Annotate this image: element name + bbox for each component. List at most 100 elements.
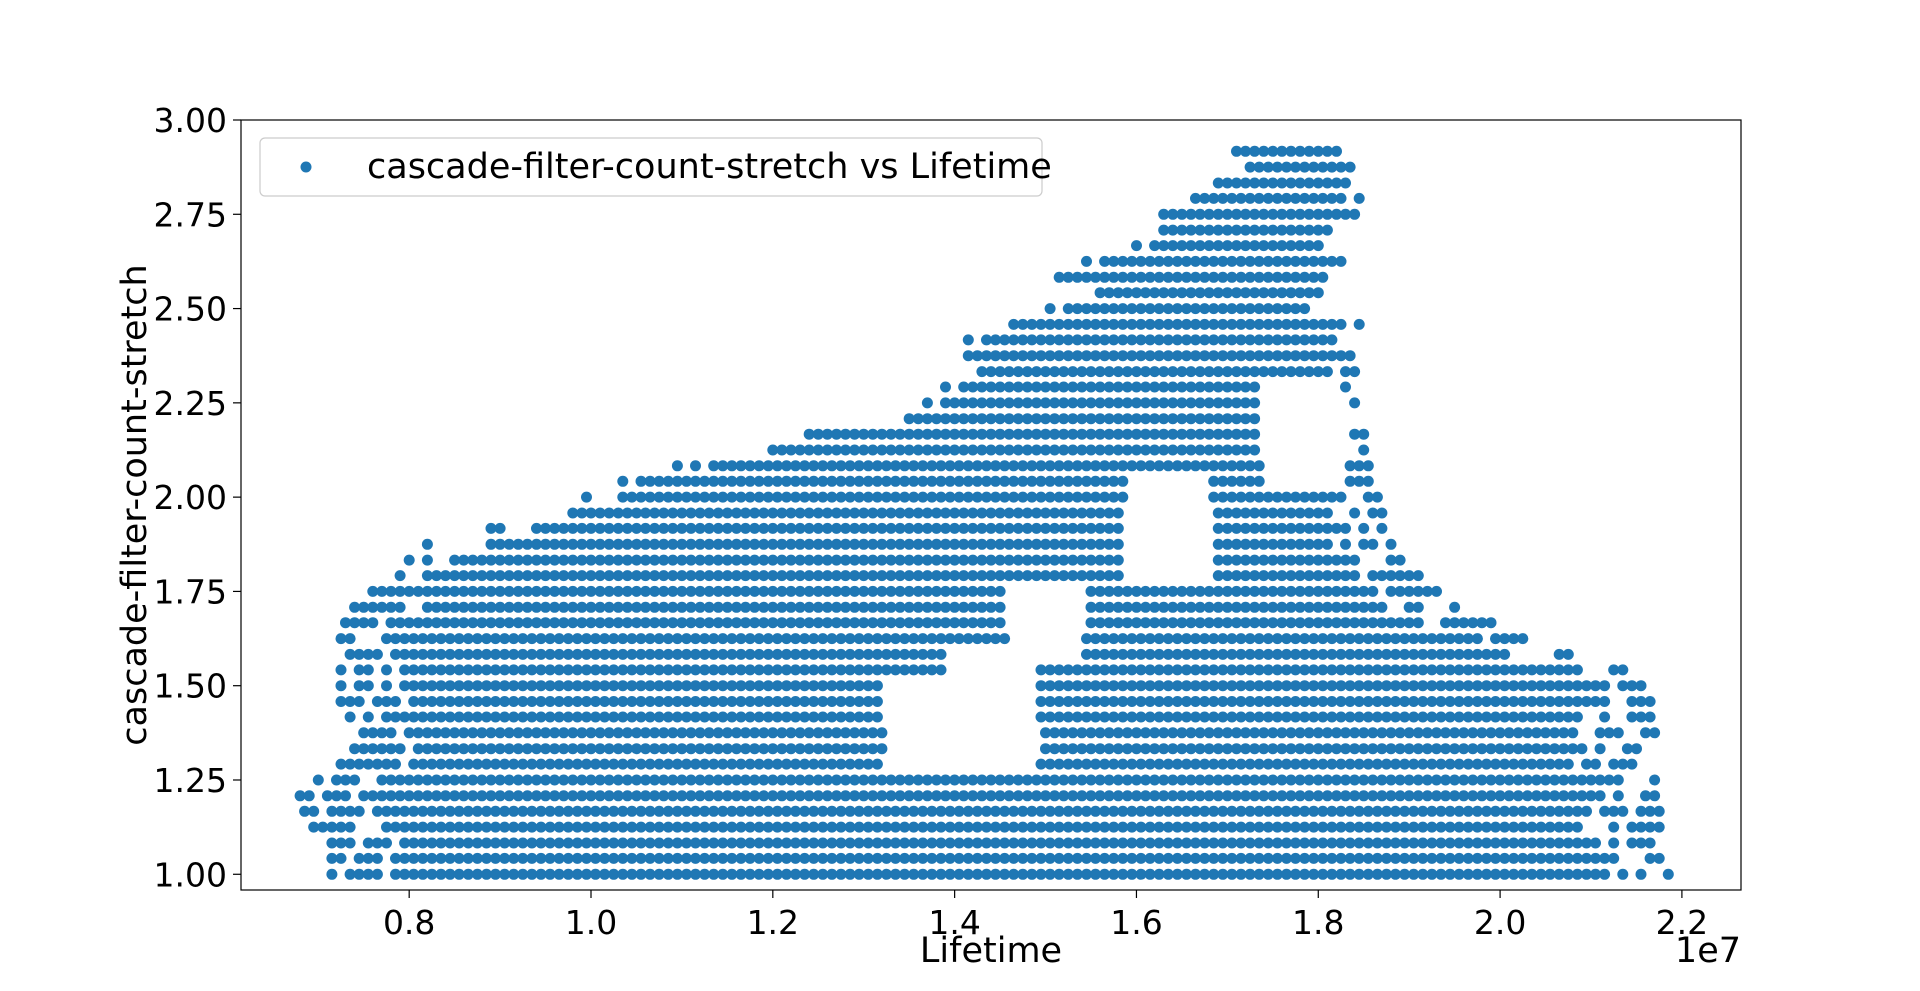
scatter-point [821, 617, 833, 629]
scatter-point [1317, 837, 1329, 849]
scatter-point [812, 522, 824, 534]
scatter-point [1226, 460, 1238, 472]
scatter-point [740, 601, 751, 613]
scatter-point [1303, 145, 1315, 157]
scatter-point [553, 805, 565, 817]
scatter-point [912, 570, 924, 582]
scatter-point [535, 680, 547, 692]
scatter-point [1308, 868, 1320, 880]
scatter-point [790, 491, 801, 503]
scatter-point [1390, 758, 1401, 770]
scatter-point [1276, 522, 1288, 534]
scatter-point [835, 837, 847, 849]
scatter-point [1126, 334, 1138, 346]
scatter-point [1326, 868, 1338, 880]
scatter-point [1153, 460, 1165, 472]
scatter-point [1108, 664, 1120, 676]
scatter-point [567, 774, 579, 786]
scatter-point [753, 475, 765, 487]
scatter-point [844, 805, 856, 817]
scatter-point [421, 727, 433, 739]
scatter-point [1281, 334, 1292, 346]
scatter-point [985, 413, 997, 425]
scatter-point [717, 711, 729, 723]
scatter-point [1135, 633, 1147, 645]
scatter-point [567, 554, 579, 566]
scatter-point [1303, 554, 1315, 566]
legend-box [259, 137, 1043, 197]
scatter-point [1285, 287, 1297, 299]
scatter-point [1385, 570, 1397, 582]
scatter-point [985, 428, 997, 440]
scatter-point [349, 743, 361, 755]
scatter-point [826, 805, 838, 817]
scatter-point [1176, 428, 1188, 440]
scatter-point [1071, 350, 1083, 362]
scatter-point [712, 507, 724, 519]
scatter-point [321, 790, 333, 802]
scatter-point [1358, 743, 1370, 755]
scatter-point [571, 633, 583, 645]
scatter-point [431, 774, 442, 786]
scatter-point [544, 680, 556, 692]
scatter-point [676, 743, 688, 755]
scatter-point [353, 758, 365, 770]
scatter-point [371, 868, 383, 880]
scatter-point [831, 743, 842, 755]
scatter-point [771, 696, 783, 707]
scatter-point [858, 428, 870, 440]
scatter-point [921, 790, 933, 802]
scatter-point [694, 538, 706, 550]
scatter-point [1444, 758, 1456, 770]
scatter-point [1258, 145, 1270, 157]
scatter-point [1544, 696, 1556, 707]
scatter-point [667, 538, 679, 550]
scatter-point [835, 491, 847, 503]
scatter-point [885, 570, 897, 582]
scatter-point [1362, 475, 1374, 487]
scatter-point [1190, 821, 1201, 833]
scatter-point [1199, 868, 1211, 880]
scatter-point [1135, 334, 1147, 346]
scatter-point [1335, 491, 1347, 503]
scatter-point [1321, 554, 1333, 566]
scatter-point [1399, 664, 1411, 676]
scatter-point [544, 837, 556, 849]
scatter-point [1321, 507, 1333, 519]
scatter-point [744, 852, 756, 864]
scatter-point [1317, 805, 1329, 817]
scatter-point [994, 585, 1006, 597]
scatter-point [1508, 821, 1520, 833]
scatter-point [1267, 177, 1279, 189]
scatter-point [1317, 680, 1329, 692]
legend-entry-label: cascade-filter-count-stretch vs Lifetime [367, 147, 1052, 187]
scatter-point [1326, 318, 1338, 330]
scatter-point [621, 585, 633, 597]
scatter-point [812, 601, 824, 613]
scatter-point [862, 758, 874, 770]
scatter-point [712, 585, 724, 597]
scatter-point [1235, 868, 1247, 880]
scatter-point [962, 475, 974, 487]
scatter-point [1526, 805, 1538, 817]
scatter-point [812, 554, 824, 566]
scatter-point [376, 743, 388, 755]
scatter-point [1440, 743, 1451, 755]
scatter-point [985, 774, 997, 786]
scatter-point [1185, 743, 1197, 755]
scatter-point [1303, 585, 1315, 597]
scatter-point [1262, 350, 1274, 362]
scatter-point [1381, 633, 1392, 645]
scatter-point [817, 475, 829, 487]
scatter-point [531, 570, 542, 582]
scatter-point [1408, 711, 1420, 723]
scatter-point [1340, 617, 1351, 629]
scatter-point [808, 648, 820, 660]
scatter-point [344, 648, 356, 660]
scatter-point [871, 852, 883, 864]
scatter-point [1012, 397, 1024, 409]
scatter-point [1190, 711, 1201, 723]
scatter-point [1062, 680, 1074, 692]
scatter-point [1058, 428, 1070, 440]
scatter-point [1103, 366, 1115, 378]
